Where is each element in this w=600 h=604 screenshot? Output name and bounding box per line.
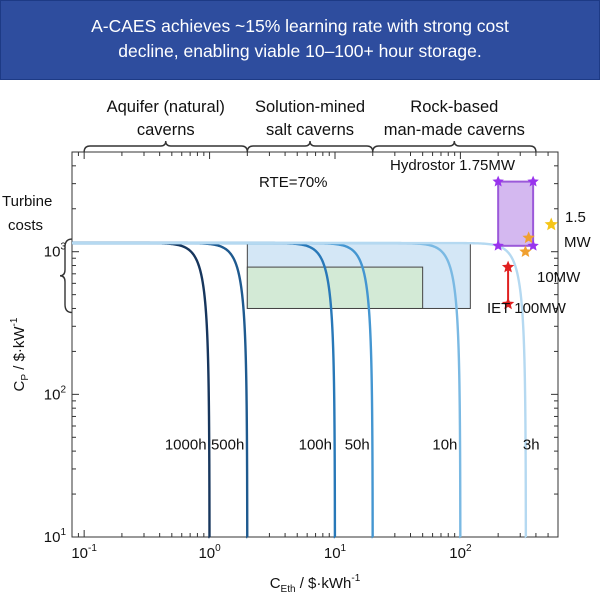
label-1-5mw-unit: MW bbox=[564, 234, 591, 251]
header-line-1: A-CAES achieves ~15% learning rate with … bbox=[91, 16, 509, 36]
cavern-category-label: Rock-based bbox=[410, 98, 498, 116]
series-label: 10h bbox=[432, 436, 457, 453]
header-text: A-CAES achieves ~15% learning rate with … bbox=[1, 14, 599, 64]
cavern-category-label: salt caverns bbox=[266, 121, 354, 139]
turbine-costs-brace bbox=[59, 238, 73, 314]
cavern-brace bbox=[372, 140, 537, 153]
y-axis-label: CP / $·kW-1 bbox=[9, 317, 31, 391]
series-label: 1000h bbox=[165, 436, 207, 453]
marker-10mw bbox=[522, 231, 535, 244]
header-banner: A-CAES achieves ~15% learning rate with … bbox=[0, 0, 600, 80]
x-tick-label: 10-1 bbox=[71, 543, 97, 562]
marker-10mw bbox=[519, 245, 532, 257]
x-axis-label: CEth / $·kWh-1 bbox=[270, 573, 361, 595]
y-tick-label: 101 bbox=[44, 527, 67, 546]
cavern-brace bbox=[83, 140, 249, 153]
plot-frame bbox=[71, 151, 559, 538]
cavern-category-label: Aquifer (natural) bbox=[107, 98, 225, 116]
series-label: 100h bbox=[299, 436, 332, 453]
turbine-costs-label-1: Turbine bbox=[2, 193, 52, 210]
rte-annotation: RTE=70% bbox=[259, 174, 328, 191]
label-iet-100mw: IET 100MW bbox=[487, 300, 567, 317]
marker-iet-100mw bbox=[501, 260, 515, 273]
y-tick-label: 102 bbox=[44, 384, 67, 403]
hydrostor-marker bbox=[492, 239, 504, 251]
turbine-costs-label-2: costs bbox=[8, 217, 43, 234]
label-1-5mw: 1.5 bbox=[565, 209, 586, 226]
marker-iet-100mw bbox=[501, 297, 515, 310]
series-label: 500h bbox=[211, 436, 244, 453]
header-line-2: decline, enabling viable 10–100+ hour st… bbox=[118, 41, 482, 61]
hydrostor-marker bbox=[492, 175, 504, 187]
hydrostor-marker bbox=[527, 239, 539, 251]
x-tick-label: 101 bbox=[324, 543, 347, 562]
cavern-category-label: Solution-mined bbox=[255, 98, 365, 116]
cavern-brace bbox=[246, 140, 374, 153]
curve-500h bbox=[72, 241, 249, 539]
cavern-category-label: man-made caverns bbox=[384, 121, 525, 139]
marker-1-5mw bbox=[544, 217, 558, 231]
x-tick-label: 102 bbox=[449, 543, 472, 562]
label-10mw: 10MW bbox=[537, 269, 581, 286]
curve-1000h bbox=[72, 241, 211, 539]
curve-3h bbox=[72, 241, 528, 539]
hydrostor-marker bbox=[527, 175, 539, 187]
series-label: 3h bbox=[523, 436, 540, 453]
cavern-category-label: caverns bbox=[137, 121, 195, 139]
x-tick-label: 100 bbox=[198, 543, 221, 562]
series-label: 50h bbox=[345, 436, 370, 453]
hydrostor-label: Hydrostor 1.75MW bbox=[390, 157, 516, 174]
y-tick-label: 103 bbox=[44, 242, 67, 261]
green-region bbox=[246, 266, 424, 309]
